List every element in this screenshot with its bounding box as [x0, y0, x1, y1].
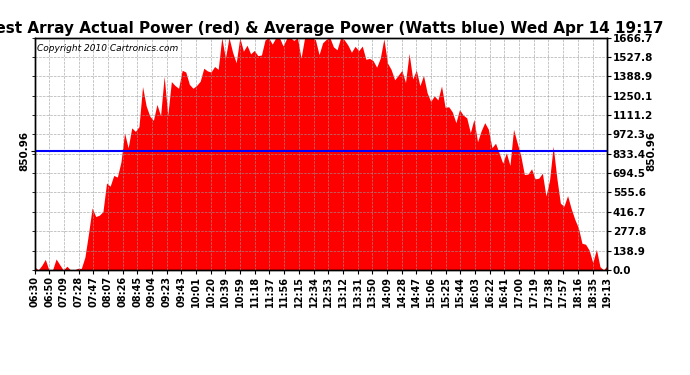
Text: Copyright 2010 Cartronics.com: Copyright 2010 Cartronics.com: [37, 45, 179, 54]
Title: West Array Actual Power (red) & Average Power (Watts blue) Wed Apr 14 19:17: West Array Actual Power (red) & Average …: [0, 21, 663, 36]
Text: 850.96: 850.96: [646, 131, 656, 171]
